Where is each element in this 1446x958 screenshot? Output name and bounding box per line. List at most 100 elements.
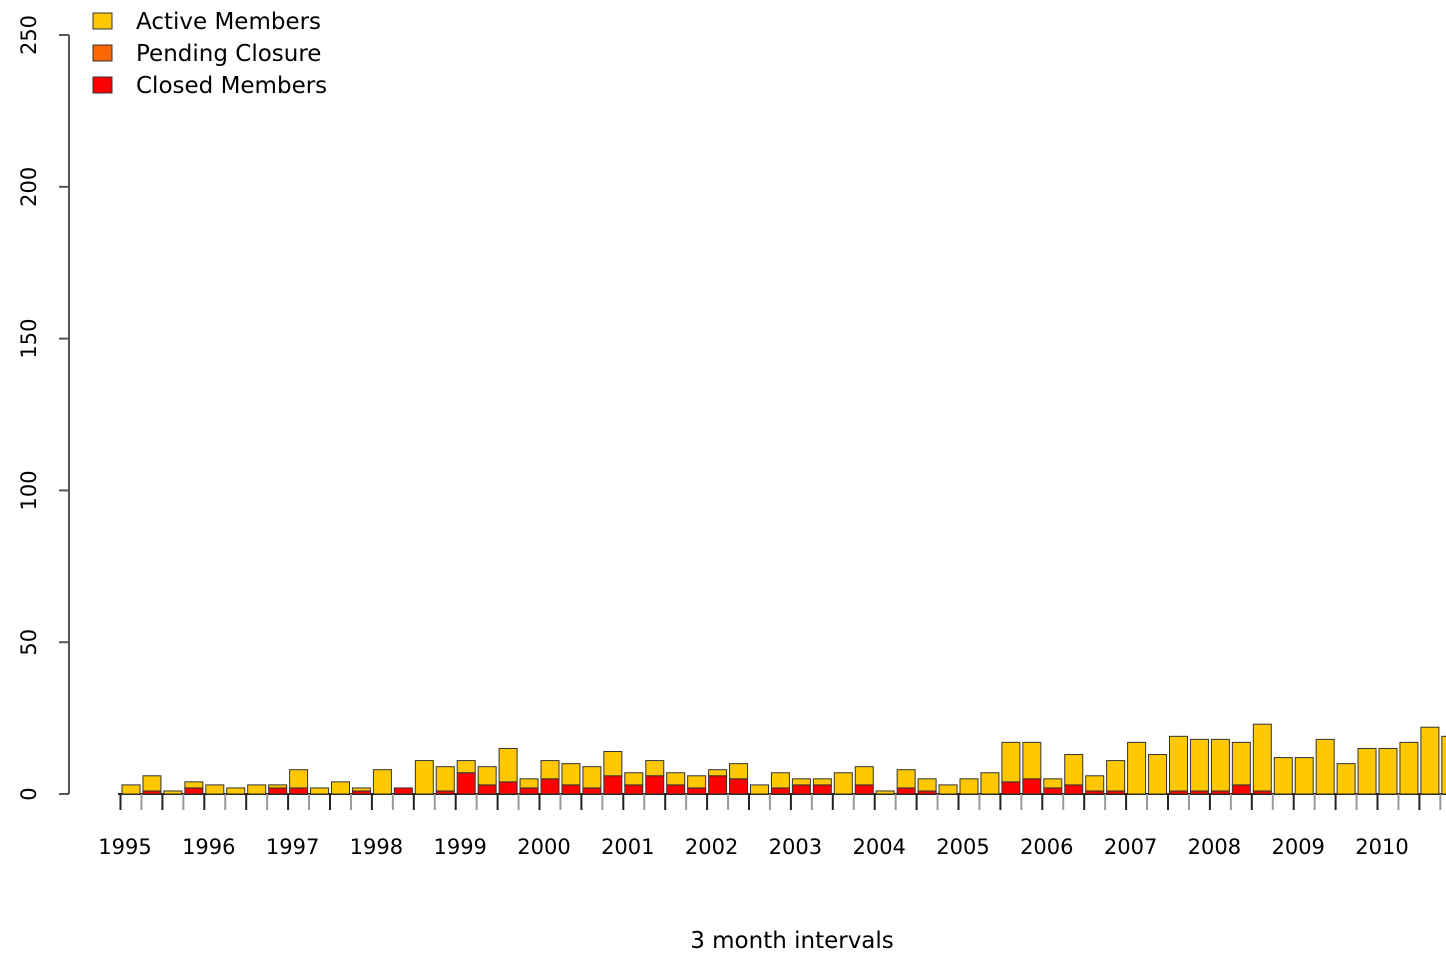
bar-segment [414, 760, 434, 795]
bar-segment [896, 769, 916, 789]
bar-segment [666, 784, 686, 795]
legend-swatch [92, 76, 113, 94]
bar-segment [121, 784, 141, 795]
bar-segment [645, 760, 665, 777]
y-tick-label: 150 [17, 319, 41, 359]
bar-segment [289, 787, 309, 795]
bar-segment [456, 772, 476, 795]
x-tick-label: 2000 [517, 835, 570, 859]
bar-segment [519, 778, 539, 789]
bar-segment [729, 778, 749, 795]
bar-segment [708, 769, 728, 777]
x-tick-label: 1995 [98, 835, 151, 859]
legend-swatch [92, 12, 113, 30]
bar-segment [1210, 738, 1230, 792]
bar-segment [435, 766, 455, 792]
bar-group [121, 723, 1446, 795]
bar-segment [1231, 741, 1251, 786]
x-tick-label: 2008 [1188, 835, 1241, 859]
bar-segment [1043, 778, 1063, 789]
bar-segment [854, 784, 874, 795]
bar-segment [791, 778, 811, 786]
bar-segment [184, 787, 204, 795]
legend: Active Members Pending Closure Closed Memb… [92, 9, 327, 99]
bar-segment [624, 772, 644, 786]
bar-segment [1127, 741, 1147, 795]
bar-segment [1064, 754, 1084, 786]
x-tick-label: 1999 [433, 835, 486, 859]
bar-segment [561, 784, 581, 795]
bar-segment [184, 781, 204, 789]
bar-segment [812, 778, 832, 786]
bar-segment [477, 766, 497, 786]
x-tick-label: 2003 [769, 835, 822, 859]
bar-segment [393, 787, 413, 795]
bar-segment [770, 772, 790, 789]
bar-segment [561, 763, 581, 786]
x-tick-label: 2001 [601, 835, 654, 859]
bar-segment [1001, 781, 1021, 795]
bar-segment [896, 787, 916, 795]
x-axis: 1995 1996 1997 1998 1999 2000 2001 2002 2003 2004… [98, 793, 1446, 859]
bar-segment [959, 778, 979, 795]
bar-segment [1043, 787, 1063, 795]
bar-segment [1273, 757, 1293, 795]
bar-segment [540, 760, 560, 780]
bar-segment [603, 751, 623, 777]
bar-segment [812, 784, 832, 795]
bar-segment [268, 784, 288, 789]
bar-segment [1169, 735, 1188, 792]
y-tick-label: 100 [17, 470, 41, 510]
bar-segment [603, 775, 623, 795]
bar-segment [1064, 784, 1084, 795]
y-tick-label: 0 [17, 787, 41, 800]
legend-label: Pending Closure [136, 41, 321, 67]
bar-segment [1294, 757, 1314, 795]
bar-segment [498, 747, 518, 783]
bar-segment [1085, 775, 1105, 792]
x-tick-label: 2006 [1020, 835, 1073, 859]
x-tick-label: 2007 [1104, 835, 1157, 859]
y-tick-label: 50 [17, 629, 41, 656]
bar-segment [1357, 747, 1377, 795]
bar-segment [456, 760, 476, 774]
bar-segment [540, 778, 560, 795]
x-tick-label: 1998 [350, 835, 403, 859]
bar-segment [1231, 784, 1251, 795]
x-tick-label: 2010 [1355, 835, 1408, 859]
bar-segment [142, 775, 162, 792]
bar-segment [268, 787, 288, 795]
bar-segment [854, 766, 874, 786]
bar-segment [687, 775, 707, 789]
bar-segment [1315, 738, 1335, 795]
legend-label: Closed Members [136, 73, 327, 99]
bar-segment [1106, 760, 1126, 792]
bar-segment [226, 787, 246, 795]
bar-segment [372, 769, 392, 795]
bar-segment [624, 784, 644, 795]
x-tick-label: 1996 [182, 835, 235, 859]
bar-segment [708, 775, 728, 795]
bar-segment [1252, 723, 1272, 792]
bar-segment [1378, 747, 1398, 795]
x-tick-label: 2005 [936, 835, 989, 859]
bar-segment [1441, 735, 1446, 795]
bar-segment [687, 787, 707, 795]
bar-segment [519, 787, 539, 795]
x-tick-label: 2004 [852, 835, 905, 859]
y-tick-label: 200 [17, 167, 41, 207]
bar-segment [980, 772, 1000, 795]
y-tick-label: 250 [17, 15, 41, 55]
x-tick-label: 2002 [685, 835, 738, 859]
bar-segment [205, 784, 225, 795]
bar-segment [750, 784, 769, 795]
x-axis-title: 3 month intervals [690, 928, 894, 954]
bar-segment [1399, 741, 1419, 795]
x-tick-label: 2009 [1271, 835, 1324, 859]
bar-segment [1022, 741, 1042, 780]
bar-segment [1001, 741, 1021, 783]
bar-segment [1420, 726, 1440, 795]
bar-segment [770, 787, 790, 795]
